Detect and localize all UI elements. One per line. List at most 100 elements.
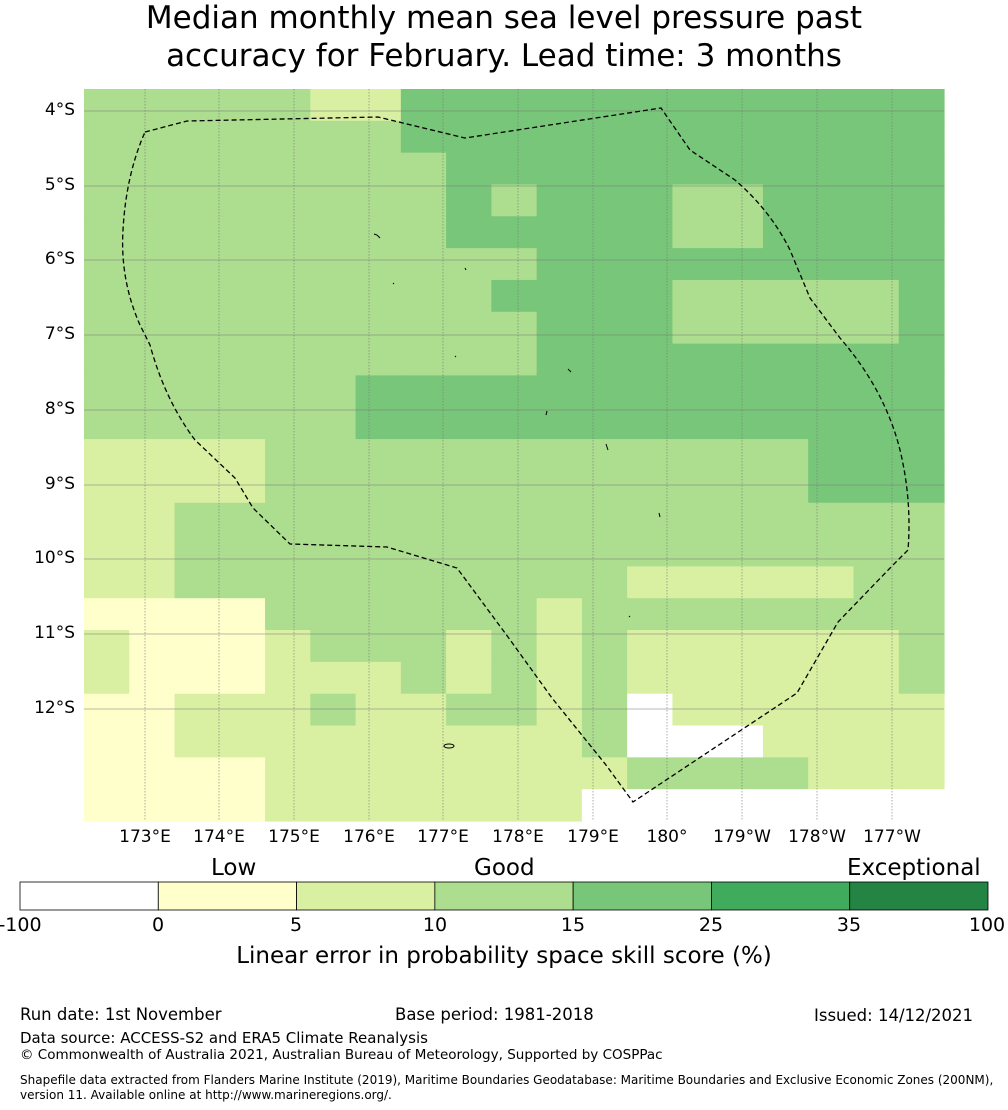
grid-cell: [310, 184, 357, 217]
grid-cell: [536, 279, 583, 313]
category-exceptional: Exceptional: [847, 855, 981, 881]
lat-label-4s: 4°S: [44, 100, 75, 120]
grid-cell: [265, 375, 311, 408]
tick-5: 5: [289, 914, 303, 936]
lat-label-8s: 8°S: [44, 399, 75, 419]
grid-cell: [853, 89, 900, 122]
grid-cell: [762, 661, 809, 695]
shapefile-credit-line-2: version 11. Available online at http://w…: [20, 1088, 392, 1102]
lat-label-10s: 10°S: [34, 548, 75, 568]
grid-cell: [129, 407, 176, 440]
grid-cell: [672, 598, 719, 631]
grid-cell: [717, 89, 764, 122]
grid-cell: [129, 152, 176, 186]
island: [658, 512, 661, 518]
grid-cell: [400, 757, 447, 790]
grid-cell: [717, 120, 764, 154]
grid-cell: [174, 279, 221, 313]
grid-cell: [400, 439, 447, 472]
grid-cell: [672, 152, 719, 186]
lon-label-174e: 174°E: [193, 827, 245, 847]
grid-cell: [219, 184, 266, 217]
grid-cell: [84, 725, 130, 758]
grid-cell: [536, 439, 583, 472]
grid-cell: [491, 693, 538, 727]
grid-cell: [265, 248, 311, 281]
grid-cell: [672, 439, 719, 472]
grid-cell: [898, 248, 945, 281]
grid-cell: [627, 279, 674, 313]
grid-cell: [672, 789, 719, 822]
grid-cell: [581, 566, 628, 599]
grid-cell: [84, 439, 130, 472]
grid-cell: [808, 470, 855, 504]
grid-cell: [717, 343, 764, 377]
grid-cell: [672, 757, 719, 790]
grid-cell: [400, 375, 447, 408]
grid-cell: [717, 789, 764, 822]
grid-cell: [627, 120, 674, 154]
grid-cell: [355, 343, 402, 377]
grid-cell: [536, 598, 583, 631]
grid-cell: [84, 311, 130, 345]
grid-cell: [265, 630, 311, 663]
grid-cell: [808, 248, 855, 281]
grid-cell: [627, 89, 674, 122]
grid-cell: [400, 598, 447, 631]
grid-cell: [627, 566, 674, 599]
lat-label-11s: 11°S: [34, 623, 75, 643]
grid-cell: [310, 598, 357, 631]
run-date: Run date: 1st November: [20, 1005, 222, 1024]
grid-cell: [219, 630, 266, 663]
lon-label-177w: 177°W: [863, 827, 921, 847]
grid-cell: [84, 279, 130, 313]
grid-cell: [265, 598, 311, 631]
grid-cell: [400, 725, 447, 758]
grid-cell: [491, 311, 538, 345]
grid-cell: [898, 661, 945, 695]
grid-cell: [400, 216, 447, 249]
grid-cell: [219, 534, 266, 567]
grid-cell: [762, 375, 809, 408]
grid-cell: [446, 725, 492, 758]
grid-cell: [627, 725, 674, 758]
lon-label-178w: 178°W: [788, 827, 846, 847]
grid-cell: [129, 566, 176, 599]
grid-cell: [355, 630, 402, 663]
grid-cell: [265, 534, 311, 567]
grid-cell: [265, 184, 311, 217]
grid-cell: [174, 789, 221, 822]
grid-cell: [581, 343, 628, 377]
grid-cell: [219, 598, 266, 631]
grid-cell: [491, 502, 538, 536]
grid-cell: [174, 89, 221, 122]
grid-cell: [174, 343, 221, 377]
grid-cell: [581, 725, 628, 758]
grid-cell: [219, 152, 266, 186]
grid-cell: [853, 407, 900, 440]
grid-cell: [717, 311, 764, 345]
grid-cell: [129, 757, 176, 790]
grid-cell: [446, 630, 492, 663]
grid-cell: [672, 216, 719, 249]
grid-cell: [310, 407, 357, 440]
grid-cell: [627, 757, 674, 790]
grid-cell: [581, 279, 628, 313]
lon-label-173e: 173°E: [119, 827, 171, 847]
grid-cell: [581, 661, 628, 695]
grid-cell: [355, 407, 402, 440]
grid-cell: [853, 661, 900, 695]
grid-cell: [491, 439, 538, 472]
grid-cell: [536, 630, 583, 663]
grid-cell: [400, 534, 447, 567]
grid-cell: [898, 89, 945, 122]
grid-cell: [129, 279, 176, 313]
grid-cell: [853, 184, 900, 217]
grid-cell: [174, 630, 221, 663]
grid-cell: [174, 407, 221, 440]
grid-cell: [762, 789, 809, 822]
grid-cell: [491, 566, 538, 599]
chart-title-line-2: accuracy for February. Lead time: 3 mont…: [166, 38, 842, 74]
grid-cell: [627, 343, 674, 377]
